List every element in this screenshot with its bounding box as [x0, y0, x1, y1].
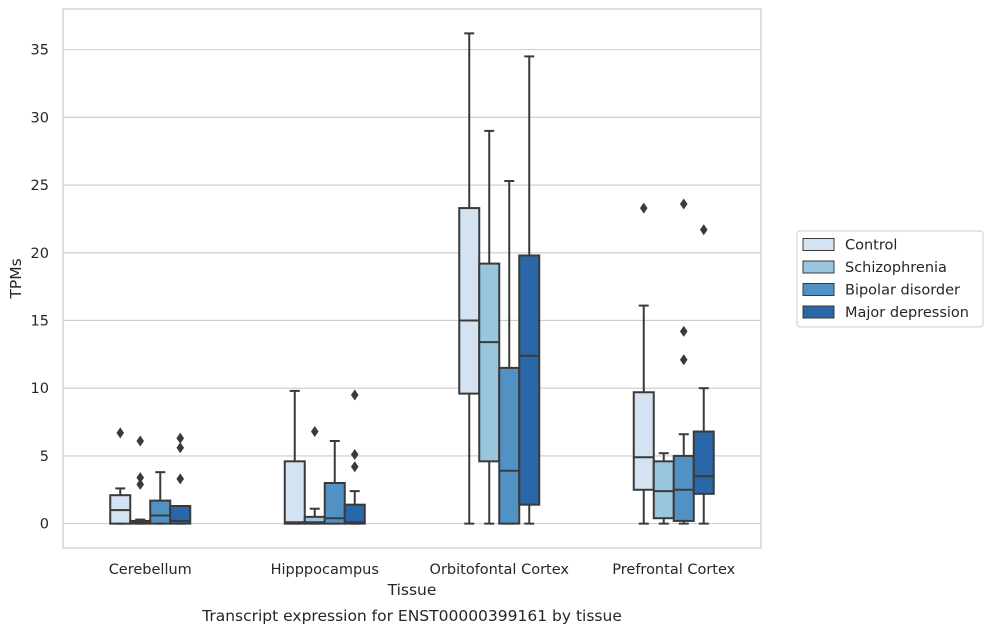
y-tick-label: 35	[31, 43, 49, 59]
outlier-point	[310, 426, 319, 438]
legend-swatch	[802, 283, 835, 296]
box-iqr	[498, 366, 521, 525]
y-tick-label: 20	[31, 246, 49, 262]
x-tick-label: Hipppocampus	[271, 562, 379, 578]
outlier-point	[116, 427, 125, 439]
box-iqr	[478, 262, 501, 463]
outlier-point	[136, 472, 145, 484]
outlier-point	[350, 461, 359, 473]
y-tick-label: 15	[31, 313, 49, 329]
outlier-point	[350, 389, 359, 401]
legend-label: Control	[845, 238, 897, 254]
box-iqr	[518, 254, 541, 506]
y-tick-label: 10	[31, 381, 49, 397]
outlier-point	[176, 473, 185, 485]
box-iqr	[458, 207, 481, 395]
box-iqr	[632, 391, 655, 491]
outlier-point	[350, 449, 359, 461]
y-axis-label: TPMs	[7, 258, 25, 299]
y-tick-label: 5	[40, 449, 49, 465]
outlier-point	[176, 442, 185, 454]
legend-swatch	[802, 238, 835, 251]
x-tick-label: Cerebellum	[109, 562, 192, 578]
legend-swatch	[802, 260, 835, 274]
legend-swatch	[802, 305, 835, 319]
y-axis-ticks: 0 5 10 15 20 25 30 35	[31, 43, 49, 533]
box-iqr	[343, 503, 366, 525]
x-tick-label: Orbitofontal Cortex	[430, 562, 570, 578]
outlier-point	[136, 478, 145, 490]
legend-label: Bipolar disorder	[845, 283, 960, 299]
x-axis-label: Tissue	[387, 581, 437, 599]
series-schizophrenia	[129, 129, 675, 525]
x-axis-ticks: Cerebellum Hipppocampus Orbitofontal Corte…	[109, 562, 736, 578]
box-iqr	[283, 460, 306, 525]
outlier-point	[176, 432, 185, 444]
x-tick-label: Prefrontal Cortex	[612, 562, 735, 578]
plot-frame	[62, 8, 762, 549]
series-control	[109, 32, 655, 525]
box-iqr	[692, 430, 715, 495]
outlier-point	[679, 325, 688, 337]
box-iqr	[169, 505, 192, 525]
box-series-group	[109, 32, 715, 525]
series-bipolar-disorder	[149, 179, 695, 525]
box-iqr	[652, 460, 675, 520]
outlier-point	[679, 354, 688, 366]
outlier-point	[679, 198, 688, 210]
y-tick-label: 0	[40, 517, 49, 533]
chart-caption: Transcript expression for ENST0000039916…	[201, 607, 622, 625]
outlier-point	[639, 202, 648, 214]
y-tick-label: 25	[31, 178, 49, 194]
box-iqr	[672, 454, 695, 522]
outlier-point	[699, 224, 708, 236]
legend-frame	[796, 230, 984, 328]
legend: Control Schizophrenia Bipolar disorder Majo…	[796, 230, 984, 328]
y-tick-label: 30	[31, 110, 49, 126]
series-major-depression	[169, 55, 715, 525]
legend-label: Schizophrenia	[845, 260, 947, 276]
outlier-point	[136, 435, 145, 447]
box-iqr	[323, 481, 346, 525]
legend-label: Major depression	[845, 305, 969, 321]
box-iqr	[149, 499, 172, 525]
